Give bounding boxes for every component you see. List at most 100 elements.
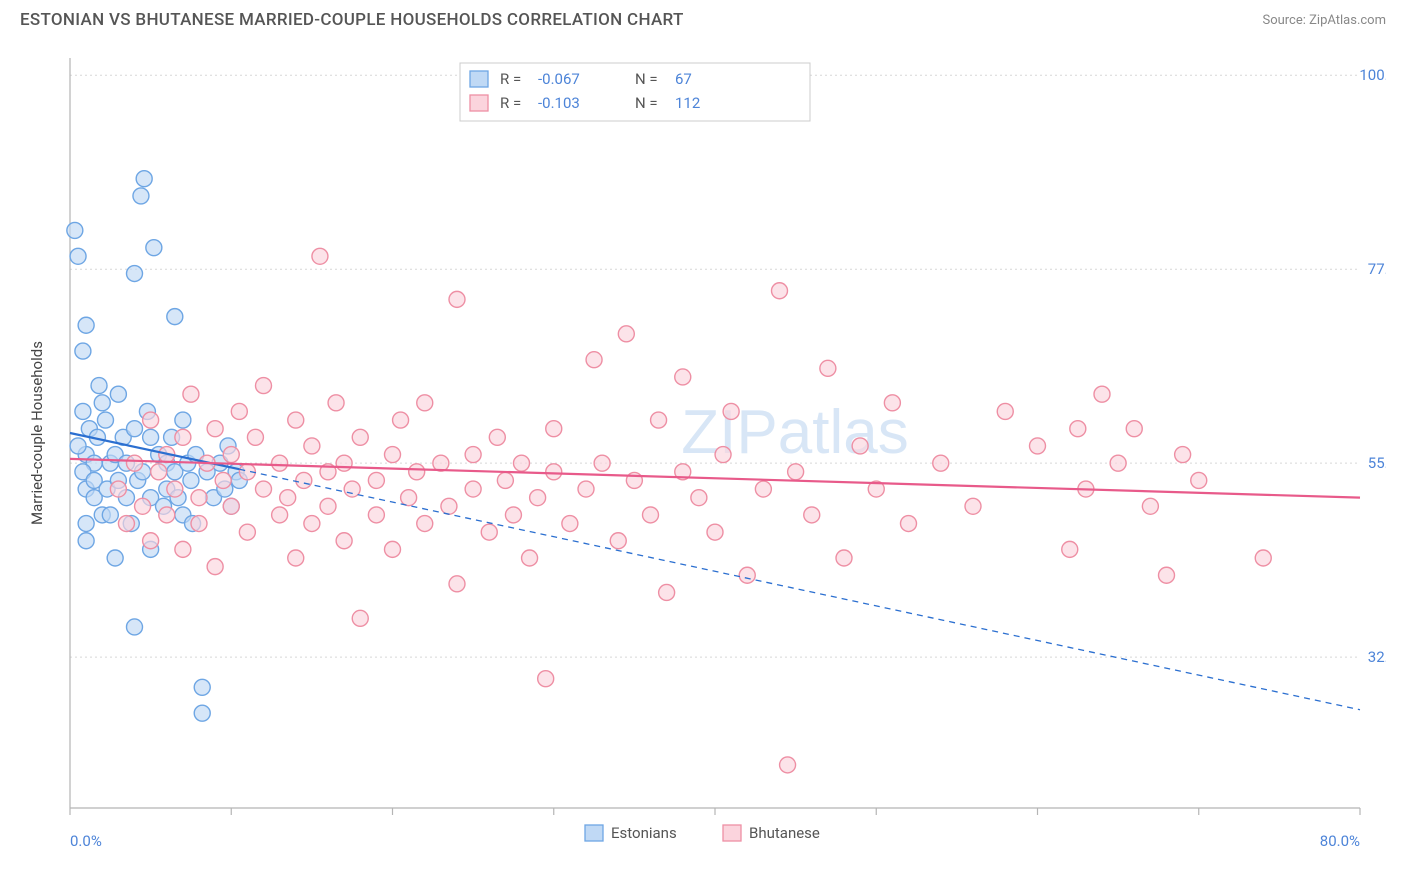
data-point (368, 472, 384, 488)
y-tick-label: 55.0% (1368, 454, 1386, 472)
data-point (67, 222, 83, 238)
data-point (320, 498, 336, 514)
data-point (304, 438, 320, 454)
data-point (1094, 386, 1110, 402)
data-point (997, 403, 1013, 419)
data-point (118, 516, 134, 532)
data-point (194, 705, 210, 721)
data-point (1110, 455, 1126, 471)
data-point (127, 619, 143, 635)
data-point (449, 291, 465, 307)
data-point (1062, 541, 1078, 557)
data-point (651, 412, 667, 428)
data-point (296, 472, 312, 488)
data-point (514, 455, 530, 471)
legend-n-value: 67 (675, 70, 692, 88)
data-point (901, 516, 917, 532)
data-point (481, 524, 497, 540)
data-point (772, 283, 788, 299)
data-point (691, 490, 707, 506)
data-point (272, 455, 288, 471)
data-point (546, 464, 562, 480)
data-point (385, 541, 401, 557)
data-point (143, 533, 159, 549)
data-point (546, 421, 562, 437)
data-point (578, 481, 594, 497)
data-point (449, 576, 465, 592)
data-point (1142, 498, 1158, 514)
data-point (159, 507, 175, 523)
data-point (107, 550, 123, 566)
data-point (151, 464, 167, 480)
legend-r-value: -0.067 (538, 70, 580, 88)
data-point (489, 429, 505, 445)
data-point (707, 524, 723, 540)
data-point (884, 395, 900, 411)
data-point (127, 266, 143, 282)
x-tick-label: 0.0% (70, 832, 102, 850)
legend-swatch (470, 95, 488, 111)
y-tick-label: 32.5% (1368, 648, 1386, 666)
data-point (194, 679, 210, 695)
source-label: Source: ZipAtlas.com (1262, 13, 1386, 28)
data-point (75, 343, 91, 359)
data-point (1030, 438, 1046, 454)
data-point (352, 429, 368, 445)
data-point (465, 481, 481, 497)
legend-n-label: N = (635, 94, 658, 112)
data-point (127, 455, 143, 471)
data-point (70, 248, 86, 264)
data-point (739, 567, 755, 583)
data-point (538, 671, 554, 687)
data-point (304, 516, 320, 532)
data-point (465, 447, 481, 463)
data-point (505, 507, 521, 523)
data-point (215, 472, 231, 488)
source-link[interactable]: ZipAtlas.com (1309, 13, 1386, 28)
data-point (755, 481, 771, 497)
data-point (1191, 472, 1207, 488)
data-point (675, 369, 691, 385)
trend-line-extrapolated (239, 469, 1360, 710)
data-point (183, 472, 199, 488)
data-point (78, 516, 94, 532)
legend-r-label: R = (500, 70, 521, 88)
legend-n-label: N = (635, 70, 658, 88)
data-point (659, 584, 675, 600)
data-point (618, 326, 634, 342)
data-point (401, 490, 417, 506)
data-point (191, 490, 207, 506)
data-point (143, 429, 159, 445)
data-point (127, 421, 143, 437)
data-point (110, 386, 126, 402)
data-point (417, 395, 433, 411)
data-point (393, 412, 409, 428)
data-point (417, 516, 433, 532)
data-point (175, 412, 191, 428)
data-point (965, 498, 981, 514)
data-point (207, 559, 223, 575)
data-point (167, 481, 183, 497)
y-axis-label: Married-couple Households (28, 341, 46, 525)
data-point (328, 395, 344, 411)
data-point (441, 498, 457, 514)
data-point (643, 507, 659, 523)
data-point (780, 757, 796, 773)
data-point (247, 429, 263, 445)
legend-series-name: Bhutanese (749, 824, 820, 842)
data-point (223, 498, 239, 514)
data-point (146, 240, 162, 256)
data-point (78, 533, 94, 549)
data-point (385, 447, 401, 463)
data-point (1175, 447, 1191, 463)
legend-swatch (585, 825, 603, 841)
data-point (804, 507, 820, 523)
data-point (352, 610, 368, 626)
data-point (280, 490, 296, 506)
data-point (102, 507, 118, 523)
data-point (136, 171, 152, 187)
data-point (562, 516, 578, 532)
data-point (175, 429, 191, 445)
data-point (288, 412, 304, 428)
data-point (191, 516, 207, 532)
